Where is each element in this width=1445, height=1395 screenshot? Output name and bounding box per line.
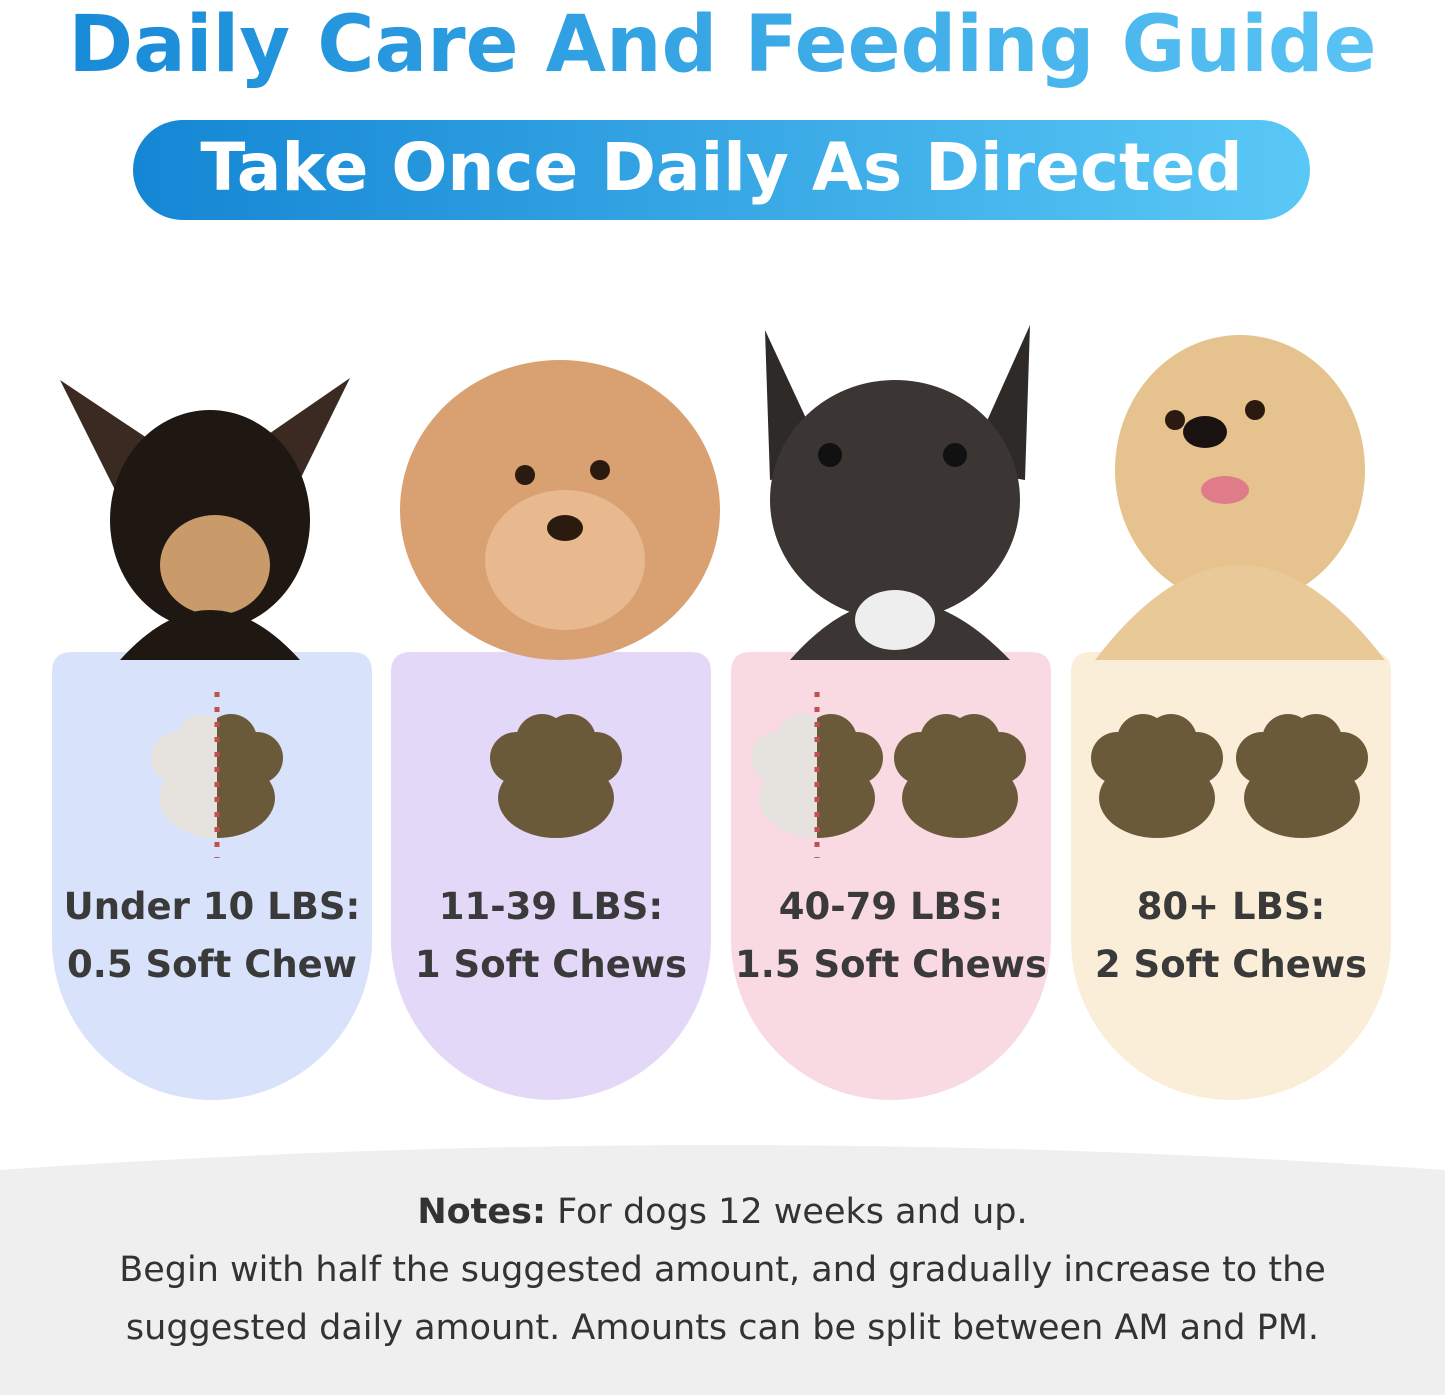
card xyxy=(731,652,1051,1100)
notes-text: For dogs 12 weeks and up. xyxy=(557,1192,1028,1232)
title: Daily Care And Feeding Guide xyxy=(0,0,1445,90)
card-text: 40-79 LBS: 1.5 Soft Chews xyxy=(731,878,1051,994)
weight: Under 10 LBS: xyxy=(63,885,361,928)
notes-band xyxy=(0,1145,1445,1395)
dose: 1.5 Soft Chews xyxy=(735,943,1047,986)
card-text: 80+ LBS: 2 Soft Chews xyxy=(1071,878,1391,994)
card xyxy=(391,652,711,1100)
card-text: 11-39 LBS: 1 Soft Chews xyxy=(391,878,711,994)
notes-first: Notes: For dogs 12 weeks and up. xyxy=(0,1183,1445,1241)
dog-poodle xyxy=(400,360,720,660)
notes: Notes: For dogs 12 weeks and up. Begin w… xyxy=(0,1183,1445,1357)
card-text: Under 10 LBS: 0.5 Soft Chew xyxy=(52,878,372,994)
dog-bulldog xyxy=(765,325,1030,660)
card xyxy=(1071,652,1391,1100)
dose: 1 Soft Chews xyxy=(414,943,688,986)
weight: 80+ LBS: xyxy=(1136,885,1326,928)
card xyxy=(52,652,372,1100)
dose: 2 Soft Chews xyxy=(1094,943,1368,986)
chew-half xyxy=(751,692,883,858)
subtitle: Take Once Daily As Directed xyxy=(133,120,1310,220)
dog-golden xyxy=(1095,335,1385,660)
notes-label: Notes: xyxy=(417,1192,546,1232)
dose: 0.5 Soft Chew xyxy=(67,943,357,986)
weight: 40-79 LBS: xyxy=(778,885,1004,928)
dog-chihuahua xyxy=(60,378,350,660)
weight: 11-39 LBS: xyxy=(438,885,664,928)
notes-line: suggested daily amount. Amounts can be s… xyxy=(125,1308,1320,1348)
chew-half xyxy=(151,692,283,858)
notes-line: Begin with half the suggested amount, an… xyxy=(119,1250,1326,1290)
